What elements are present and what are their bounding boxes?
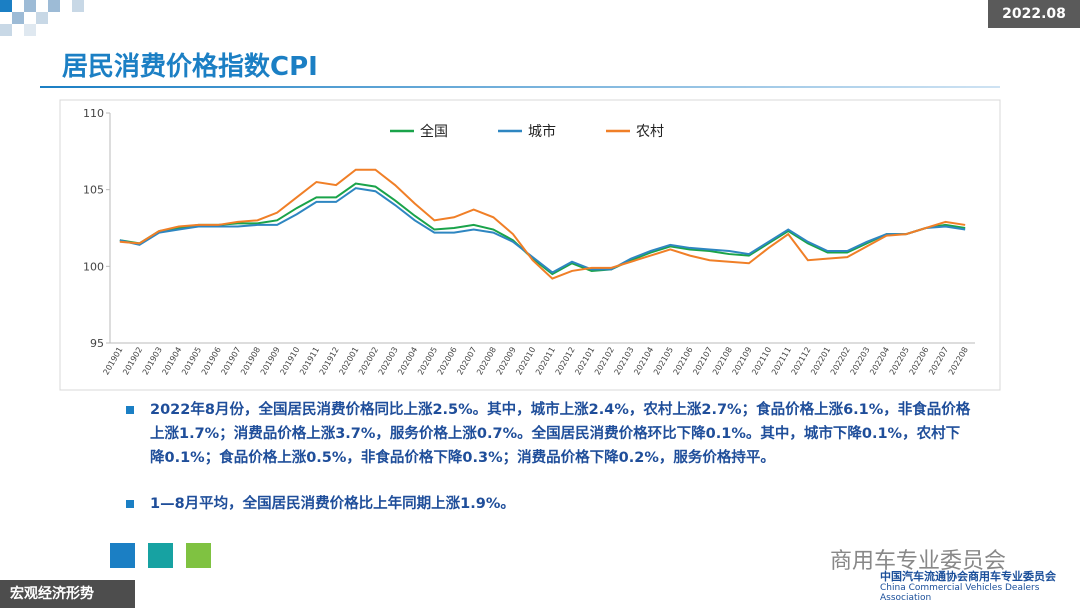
series-line: [119, 168, 966, 280]
y-tick-label: 105: [83, 184, 104, 197]
note: 1—8月平均，全国居民消费价格比上年同期上涨1.9%。: [122, 492, 972, 516]
note: 2022年8月份，全国居民消费价格同比上涨2.5%。其中，城市上涨2.4%，农村…: [122, 398, 972, 470]
org-en: China Commercial Vehicles Dealers Associ…: [880, 583, 1040, 603]
legend-label: 城市: [528, 123, 556, 140]
y-tick-label: 110: [83, 107, 104, 120]
x-tick-label: 202208: [947, 346, 970, 377]
y-tick-label: 100: [83, 260, 104, 273]
org-cn: 中国汽车流通协会商用车专业委员会: [880, 570, 1056, 583]
section-tag: 宏观经济形势: [0, 580, 135, 608]
series-line: [119, 187, 966, 274]
brand: 商用车专业委员会: [830, 549, 1007, 574]
icons: [110, 543, 211, 568]
chart-frame: [59, 99, 1001, 391]
title-rule: [40, 86, 1000, 88]
legend-label: 农村: [636, 124, 664, 140]
legend-label: 全国: [420, 123, 448, 140]
y-tick-label: 95: [90, 337, 104, 350]
chart: 9510010511020190120190220190320190420190…: [59, 99, 1001, 391]
slide-title: 居民消费价格指数CPI: [62, 52, 318, 82]
date-badge: 2022.08: [988, 0, 1080, 28]
series-line: [119, 182, 966, 276]
notes: 2022年8月份，全国居民消费价格同比上涨2.5%。其中，城市上涨2.4%，农村…: [122, 398, 972, 538]
corner-pattern: [0, 0, 84, 36]
